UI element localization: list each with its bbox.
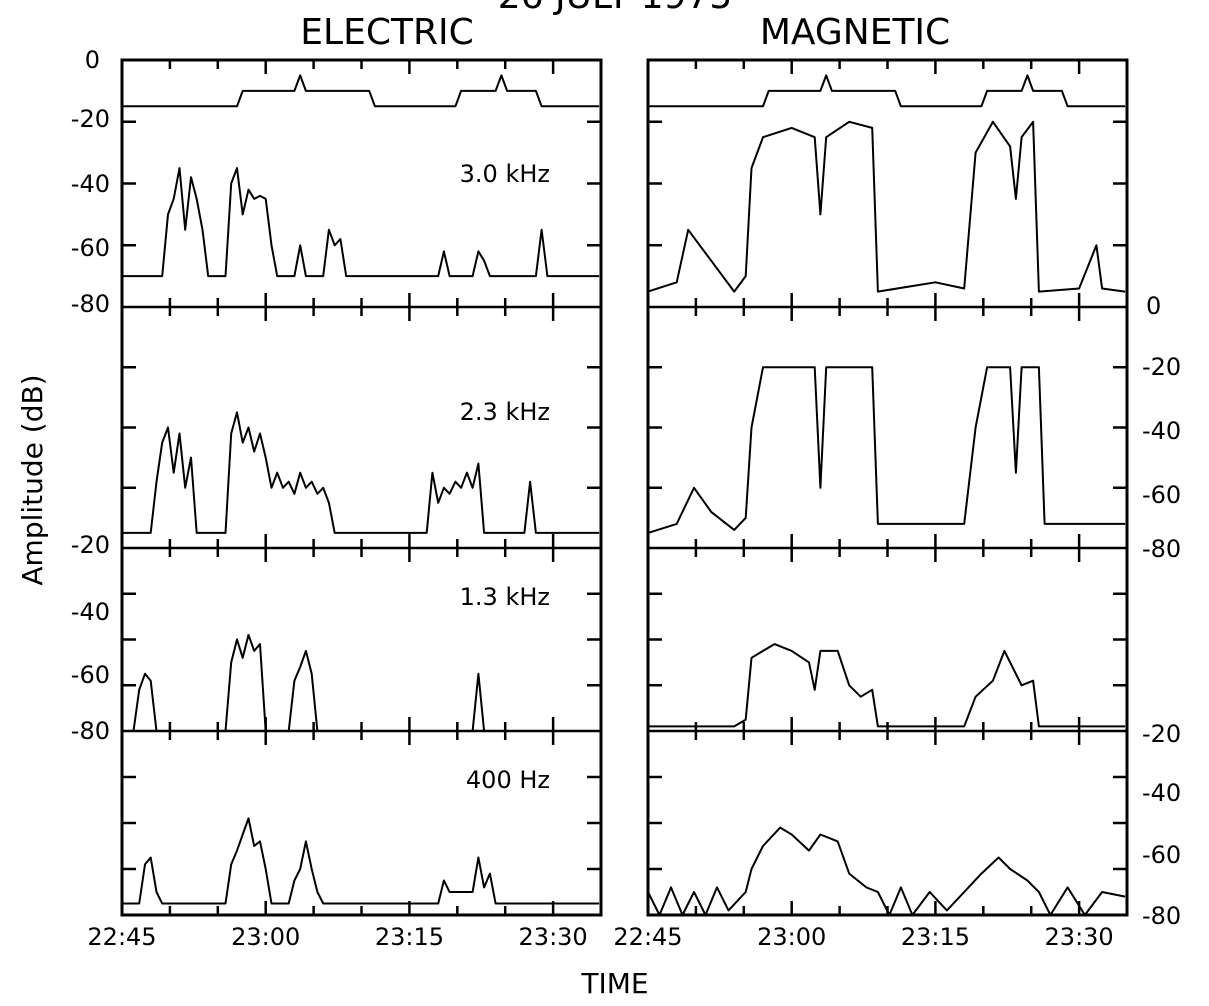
left-y-label: -20 xyxy=(71,531,110,559)
freq-label: 2.3 kHz xyxy=(460,398,550,426)
magnetic-trace-2-3-kHz xyxy=(647,366,1126,534)
right-y-label: -20 xyxy=(1142,720,1181,748)
left-y-label: -80 xyxy=(71,290,110,318)
electric-x-tick-label: 23:15 xyxy=(375,923,444,951)
magnetic-x-tick-label: 23:15 xyxy=(901,923,970,951)
electric-trace-3-0-kHz xyxy=(122,167,600,278)
top-title: 26 JULY 1975 xyxy=(498,0,733,17)
electric-trace-400-Hz xyxy=(122,817,600,905)
panel-title-electric: ELECTRIC xyxy=(300,12,473,53)
right-y-label: -60 xyxy=(1142,481,1181,509)
left-y-label: -20 xyxy=(71,105,110,133)
right-y-label: -20 xyxy=(1142,353,1181,381)
electric-status-trace xyxy=(122,74,600,108)
plot-layer: 22:45 23:00 23:15 23:30 22:45 23:00 23:15 23:30… xyxy=(71,46,1181,951)
electric-trace-1-3-kHz xyxy=(122,633,600,732)
electric-x-tick-label: 23:00 xyxy=(231,923,300,951)
magnetic-x-tick-label: 22:45 xyxy=(613,923,682,951)
magnetic-x-tick-label: 23:00 xyxy=(757,923,826,951)
freq-label: 3.0 kHz xyxy=(460,160,550,188)
electric-x-tick-label: 23:30 xyxy=(519,923,588,951)
left-y-label: -60 xyxy=(71,234,110,262)
y-axis-label: Amplitude (dB) xyxy=(16,374,49,585)
left-y-label: -60 xyxy=(71,661,110,689)
magnetic-trace-3-0-kHz xyxy=(647,120,1126,293)
panel-title-magnetic: MAGNETIC xyxy=(760,12,950,53)
x-axis-label: TIME xyxy=(580,967,648,1000)
right-y-label: -60 xyxy=(1142,841,1181,869)
right-y-label: -80 xyxy=(1142,902,1181,930)
electric-trace-2-3-kHz xyxy=(122,411,600,534)
left-y-label: 0 xyxy=(85,46,100,74)
left-y-label: -40 xyxy=(71,170,110,198)
freq-label: 1.3 kHz xyxy=(460,583,550,611)
magnetic-status-trace xyxy=(648,74,1126,108)
magnetic-trace-400-Hz xyxy=(647,826,1126,916)
left-y-label: -40 xyxy=(71,598,110,626)
right-y-label: -40 xyxy=(1142,417,1181,445)
freq-label: 400 Hz xyxy=(466,766,550,794)
right-y-label: -40 xyxy=(1142,779,1181,807)
right-y-label: -80 xyxy=(1142,535,1181,563)
left-y-label: -80 xyxy=(71,717,110,745)
magnetic-trace-1-3-kHz xyxy=(648,643,1126,728)
right-y-label: 0 xyxy=(1146,292,1161,320)
electric-x-tick-label: 22:45 xyxy=(87,923,156,951)
magnetic-x-tick-label: 23:30 xyxy=(1045,923,1114,951)
magnetic-frame xyxy=(646,58,1129,917)
